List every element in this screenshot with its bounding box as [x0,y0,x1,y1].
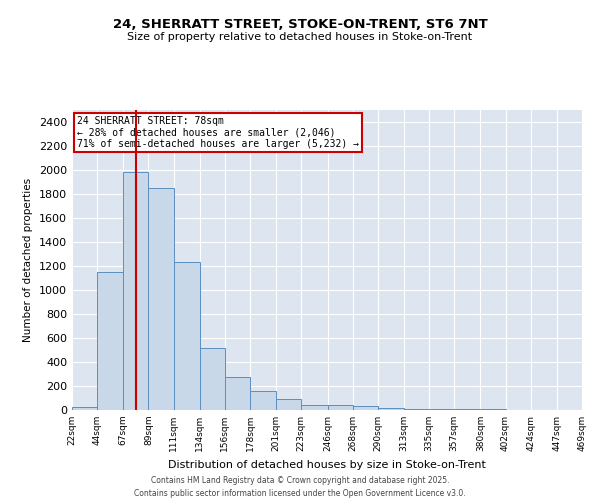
Bar [225,377,250,410]
Bar [124,172,148,410]
Bar [97,272,124,410]
Y-axis label: Number of detached properties: Number of detached properties [23,178,34,342]
Bar [200,348,225,410]
Bar [250,392,276,410]
Bar [173,262,200,410]
Text: Contains HM Land Registry data © Crown copyright and database right 2025.
Contai: Contains HM Land Registry data © Crown c… [134,476,466,498]
Bar [148,188,173,410]
Bar [353,406,378,410]
Bar [404,409,429,410]
X-axis label: Distribution of detached houses by size in Stoke-on-Trent: Distribution of detached houses by size … [168,460,486,469]
Bar [276,399,301,410]
Bar [429,409,454,410]
Bar [301,404,328,410]
Text: 24 SHERRATT STREET: 78sqm
← 28% of detached houses are smaller (2,046)
71% of se: 24 SHERRATT STREET: 78sqm ← 28% of detac… [77,116,359,149]
Bar [328,406,353,410]
Bar [72,407,97,410]
Text: Size of property relative to detached houses in Stoke-on-Trent: Size of property relative to detached ho… [127,32,473,42]
Text: 24, SHERRATT STREET, STOKE-ON-TRENT, ST6 7NT: 24, SHERRATT STREET, STOKE-ON-TRENT, ST6… [113,18,487,30]
Bar [378,408,404,410]
